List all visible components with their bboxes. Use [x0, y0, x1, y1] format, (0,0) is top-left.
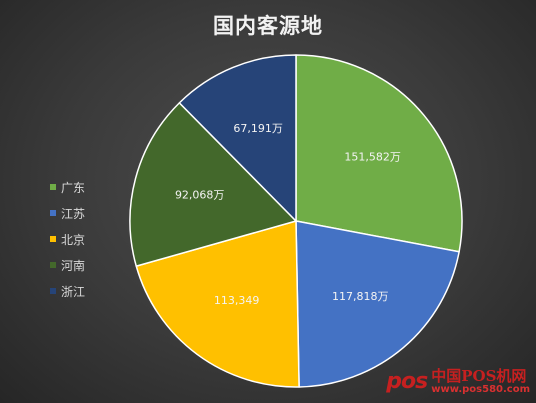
legend-label: 浙江: [61, 284, 86, 299]
legend: 广东 江苏 北京 河南 浙江: [50, 178, 85, 300]
watermark-logo: pos: [386, 369, 428, 395]
legend-item-jiangsu: 江苏: [50, 204, 85, 222]
chart-title: 国内客源地: [213, 14, 323, 38]
legend-label: 广东: [61, 180, 86, 195]
legend-item-guangdong: 广东: [50, 178, 85, 196]
legend-swatch: [50, 288, 56, 294]
legend-label: 河南: [61, 258, 86, 273]
pie-slice-beijing: [135, 220, 300, 388]
legend-swatch: [50, 184, 56, 190]
legend-label: 江苏: [61, 206, 86, 221]
pie-slice-guangdong: [295, 54, 463, 253]
pie-slice-zhejiang: [178, 54, 297, 222]
watermark-site-name: 中国POS机网: [431, 366, 527, 385]
slice-label-guangdong: 151,582万: [344, 150, 401, 163]
slice-label-zhejiang: 67,191万: [233, 122, 283, 135]
slice-label-henan: 92,068万: [175, 189, 225, 202]
watermark-text: 中国POS机网 www.pos580.com: [431, 366, 530, 395]
legend-label: 北京: [61, 232, 86, 247]
legend-item-beijing: 北京: [50, 230, 85, 248]
pie-slice-jiangsu: [295, 220, 460, 388]
legend-swatch: [50, 262, 56, 268]
watermark: pos 中国POS机网 www.pos580.com: [386, 366, 530, 395]
legend-item-henan: 河南: [50, 256, 85, 274]
legend-item-zhejiang: 浙江: [50, 282, 85, 300]
pie-slice-henan: [129, 102, 297, 267]
legend-swatch: [50, 210, 56, 216]
watermark-url: www.pos580.com: [431, 383, 530, 395]
slice-label-beijing: 113,349: [214, 294, 260, 307]
legend-swatch: [50, 236, 56, 242]
slice-label-jiangsu: 117,818万: [332, 290, 389, 303]
